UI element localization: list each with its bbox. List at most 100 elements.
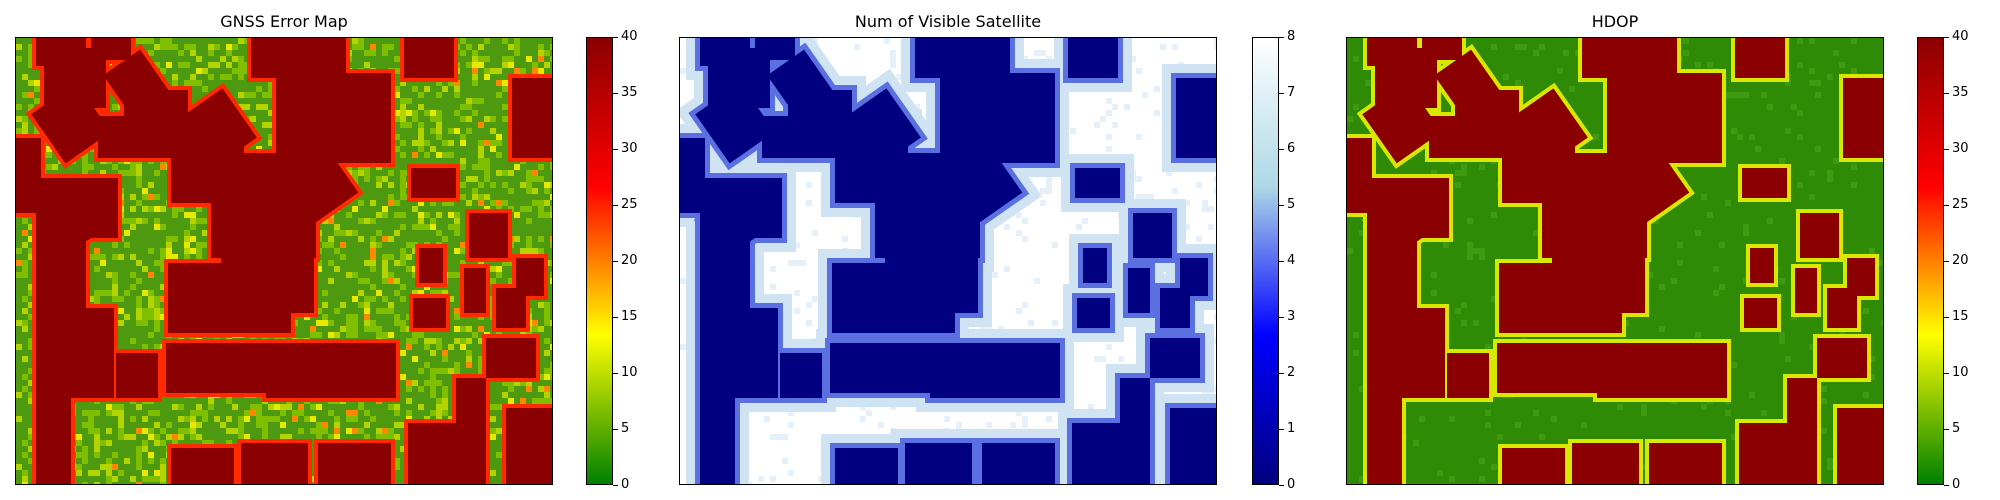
- heatmap-cell: [244, 104, 250, 110]
- heatmap-cell: [538, 176, 544, 182]
- heatmap-cell: [352, 230, 358, 236]
- heatmap-cell: [340, 230, 346, 236]
- heatmap-cell: [370, 200, 376, 206]
- heatmap-cell: [472, 56, 478, 62]
- heatmap-cell: [544, 308, 550, 314]
- heatmap-cell: [418, 146, 424, 152]
- heatmap-cell: [496, 428, 502, 434]
- heatmap-cell: [448, 224, 454, 230]
- heatmap-cell: [22, 356, 28, 362]
- heatmap-cell: [310, 428, 316, 434]
- heatmap-cell: [1196, 182, 1202, 188]
- heatmap-cell: [316, 434, 322, 440]
- colorbar-tick-mark: [613, 428, 618, 430]
- building: [1180, 258, 1208, 296]
- heatmap-cell: [352, 416, 358, 422]
- heatmap-cell: [148, 194, 154, 200]
- heatmap-cell: [1455, 170, 1461, 176]
- heatmap-cell: [118, 308, 124, 314]
- heatmap-cell: [94, 452, 100, 458]
- heatmap-cell: [544, 386, 550, 392]
- heatmap-cell: [154, 170, 160, 176]
- heatmap-cell: [130, 272, 136, 278]
- heatmap-cell: [1166, 170, 1172, 176]
- heatmap-cell: [328, 218, 334, 224]
- heatmap-cell: [154, 440, 160, 446]
- heatmap-cell: [322, 242, 328, 248]
- heatmap-cell: [466, 338, 472, 344]
- heatmap-cell: [490, 146, 496, 152]
- heatmap-cell: [1479, 476, 1485, 482]
- heatmap-cell: [190, 74, 196, 80]
- heatmap-cell: [860, 416, 866, 422]
- heatmap-cell: [436, 398, 442, 404]
- heatmap-cell: [430, 374, 436, 380]
- heatmap-cell: [22, 440, 28, 446]
- heatmap-cell: [364, 170, 370, 176]
- heatmap-cell: [550, 398, 552, 404]
- heatmap-cell: [484, 158, 490, 164]
- heatmap-cell: [370, 242, 376, 248]
- heatmap-cell: [268, 404, 274, 410]
- heatmap-cell: [94, 440, 100, 446]
- heatmap-cell: [508, 278, 514, 284]
- heatmap-cell: [466, 200, 472, 206]
- heatmap-cell: [502, 392, 508, 398]
- heatmap-cell: [484, 176, 490, 182]
- heatmap-cell: [1094, 122, 1100, 128]
- heatmap-cell: [424, 338, 430, 344]
- heatmap-cell: [160, 260, 166, 266]
- heatmap-cell: [1485, 344, 1491, 350]
- heatmap-cell: [130, 476, 136, 482]
- heatmap-cell: [550, 194, 552, 200]
- heatmap-cell: [328, 410, 334, 416]
- building: [1496, 88, 1588, 178]
- heatmap-cell: [154, 194, 160, 200]
- heatmap-cell: [424, 110, 430, 116]
- heatmap-cell: [424, 86, 430, 92]
- building: [1429, 116, 1505, 158]
- heatmap-cell: [100, 440, 106, 446]
- heatmap-cell: [94, 266, 100, 272]
- heatmap-cell: [388, 194, 394, 200]
- heatmap-cell: [388, 44, 394, 50]
- heatmap-cell: [472, 50, 478, 56]
- heatmap-cell: [550, 212, 552, 218]
- heatmap-cell: [448, 344, 454, 350]
- heatmap-cell: [866, 410, 872, 416]
- heatmap-cell: [370, 326, 376, 332]
- colorbar-tick-mark: [1279, 204, 1284, 206]
- heatmap-cell: [1431, 272, 1437, 278]
- heatmap-cell: [1869, 356, 1875, 362]
- heatmap-cell: [544, 350, 550, 356]
- heatmap-cell: [142, 446, 148, 452]
- heatmap-cell: [190, 428, 196, 434]
- building: [1176, 78, 1216, 158]
- heatmap-cell: [262, 422, 268, 428]
- heatmap-cell: [166, 254, 172, 260]
- heatmap-cell: [394, 290, 400, 296]
- heatmap-cell: [442, 290, 448, 296]
- heatmap-cell: [364, 410, 370, 416]
- heatmap-cell: [1467, 242, 1473, 248]
- heatmap-cell: [502, 86, 508, 92]
- heatmap-cell: [1839, 62, 1845, 68]
- heatmap-cell: [400, 140, 406, 146]
- heatmap-cell: [490, 278, 496, 284]
- heatmap-cell: [202, 440, 208, 446]
- heatmap-cell: [370, 266, 376, 272]
- heatmap-cell: [806, 200, 812, 206]
- heatmap-cell: [106, 458, 112, 464]
- heatmap-cell: [370, 248, 376, 254]
- heatmap-cell: [352, 320, 358, 326]
- heatmap-cell: [454, 338, 460, 344]
- heatmap-cell: [460, 140, 466, 146]
- heatmap-cell: [148, 38, 154, 44]
- heatmap-cell: [112, 284, 118, 290]
- heatmap-cell: [124, 458, 130, 464]
- heatmap-cell: [490, 200, 496, 206]
- heatmap-cell: [956, 422, 962, 428]
- heatmap-cell: [436, 122, 442, 128]
- heatmap-cell: [376, 428, 382, 434]
- heatmap-cell: [1359, 230, 1365, 236]
